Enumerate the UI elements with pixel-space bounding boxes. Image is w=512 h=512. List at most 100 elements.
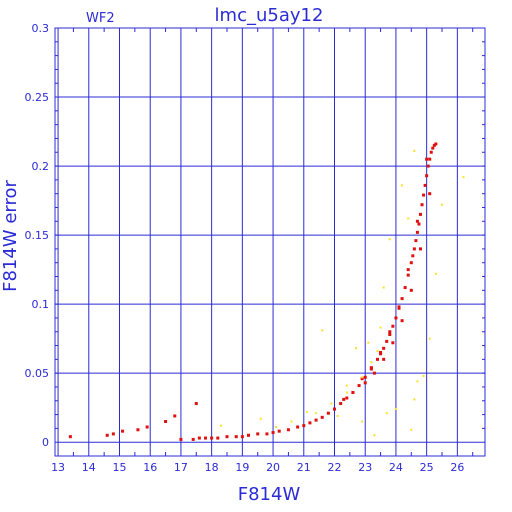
x-tick-label: 16	[143, 461, 157, 474]
red-data-point	[164, 419, 168, 423]
red-data-point	[394, 316, 398, 320]
red-data-point	[422, 193, 426, 197]
yellow-series	[219, 149, 465, 437]
yellow-data-point	[259, 417, 262, 420]
x-tick-label: 18	[205, 461, 219, 474]
yellow-data-point	[416, 380, 419, 383]
red-data-point	[105, 433, 109, 437]
red-data-point	[145, 425, 149, 429]
red-data-point	[302, 424, 306, 428]
yellow-data-point	[275, 426, 278, 429]
red-data-point	[256, 432, 260, 436]
red-data-point	[333, 407, 336, 411]
yellow-data-point	[290, 420, 293, 423]
y-tick-label: 0	[42, 436, 49, 449]
red-data-point	[411, 254, 415, 258]
y-tick-label: 0.3	[32, 22, 50, 35]
red-data-point	[400, 319, 404, 323]
red-data-point	[342, 397, 346, 401]
y-tick-label: 0.25	[25, 91, 50, 104]
red-data-point	[425, 174, 429, 178]
red-data-point	[308, 421, 312, 425]
grid-lines	[55, 27, 485, 456]
red-data-point	[210, 436, 214, 440]
red-data-point	[428, 157, 432, 161]
red-data-point	[216, 436, 220, 440]
red-data-point	[296, 425, 300, 429]
yellow-data-point	[385, 412, 388, 415]
red-data-point	[382, 357, 386, 361]
y-tick-label: 0.1	[32, 298, 50, 311]
red-data-point	[376, 357, 379, 361]
red-data-point	[420, 203, 424, 207]
yellow-data-point	[345, 391, 348, 394]
red-data-point	[406, 273, 410, 277]
x-tick-label: 23	[358, 461, 372, 474]
yellow-data-point	[441, 203, 443, 206]
red-data-point	[388, 330, 392, 334]
red-data-point	[412, 247, 416, 251]
red-data-point	[397, 305, 401, 309]
red-data-point	[431, 146, 435, 150]
x-tick-label: 17	[174, 461, 188, 474]
red-data-point	[191, 437, 195, 441]
red-data-point	[326, 411, 330, 415]
yellow-data-point	[413, 398, 416, 401]
red-data-point	[320, 415, 324, 419]
red-data-point	[379, 350, 383, 354]
red-data-point	[391, 341, 395, 345]
red-data-point	[351, 390, 355, 394]
plot-frame	[54, 27, 486, 457]
red-data-point	[414, 239, 418, 243]
red-data-point	[400, 297, 404, 301]
yellow-data-point	[361, 376, 364, 379]
y-tick-label: 0.2	[32, 160, 50, 173]
red-data-point	[372, 371, 376, 375]
yellow-data-point	[428, 337, 431, 340]
y-axis-label: F814W error	[0, 180, 21, 292]
yellow-data-point	[382, 286, 385, 289]
red-data-point	[360, 377, 364, 381]
x-tick-label: 20	[266, 461, 280, 474]
x-tick-label: 22	[328, 461, 342, 474]
red-data-point	[432, 143, 436, 147]
red-data-point	[429, 150, 433, 154]
red-data-point	[234, 435, 238, 439]
red-data-point	[111, 432, 115, 436]
y-tick-label: 0.05	[25, 367, 50, 380]
red-data-point	[194, 402, 198, 406]
red-data-point	[385, 339, 389, 343]
x-tick-label: 26	[450, 461, 464, 474]
yellow-data-point	[401, 184, 404, 187]
yellow-data-point	[413, 149, 416, 152]
red-data-point	[121, 429, 125, 433]
red-data-point	[173, 414, 177, 418]
red-data-point	[434, 142, 438, 146]
x-tick-label: 15	[113, 461, 127, 474]
red-data-point	[417, 222, 421, 226]
y-tick-label: 0.15	[25, 229, 50, 242]
x-tick-label: 19	[235, 461, 249, 474]
red-data-point	[363, 381, 367, 385]
red-data-point	[314, 418, 318, 422]
red-data-point	[382, 346, 386, 350]
red-data-point	[225, 435, 229, 439]
red-data-point	[388, 333, 392, 337]
red-data-point	[428, 192, 432, 196]
yellow-data-point	[388, 238, 391, 241]
yellow-data-point	[345, 384, 348, 387]
red-data-point	[419, 247, 422, 251]
red-data-point	[179, 437, 183, 441]
chart-title: lmc_u5ay12	[215, 5, 324, 26]
red-data-point	[409, 261, 413, 265]
yellow-data-point	[321, 329, 324, 332]
red-data-point	[415, 219, 419, 223]
yellow-data-point	[305, 410, 308, 413]
red-data-point	[197, 436, 201, 440]
red-data-point	[357, 384, 361, 388]
yellow-data-point	[379, 326, 382, 329]
red-data-point	[345, 396, 349, 400]
red-data-point	[277, 429, 281, 433]
yellow-data-point	[422, 374, 425, 377]
